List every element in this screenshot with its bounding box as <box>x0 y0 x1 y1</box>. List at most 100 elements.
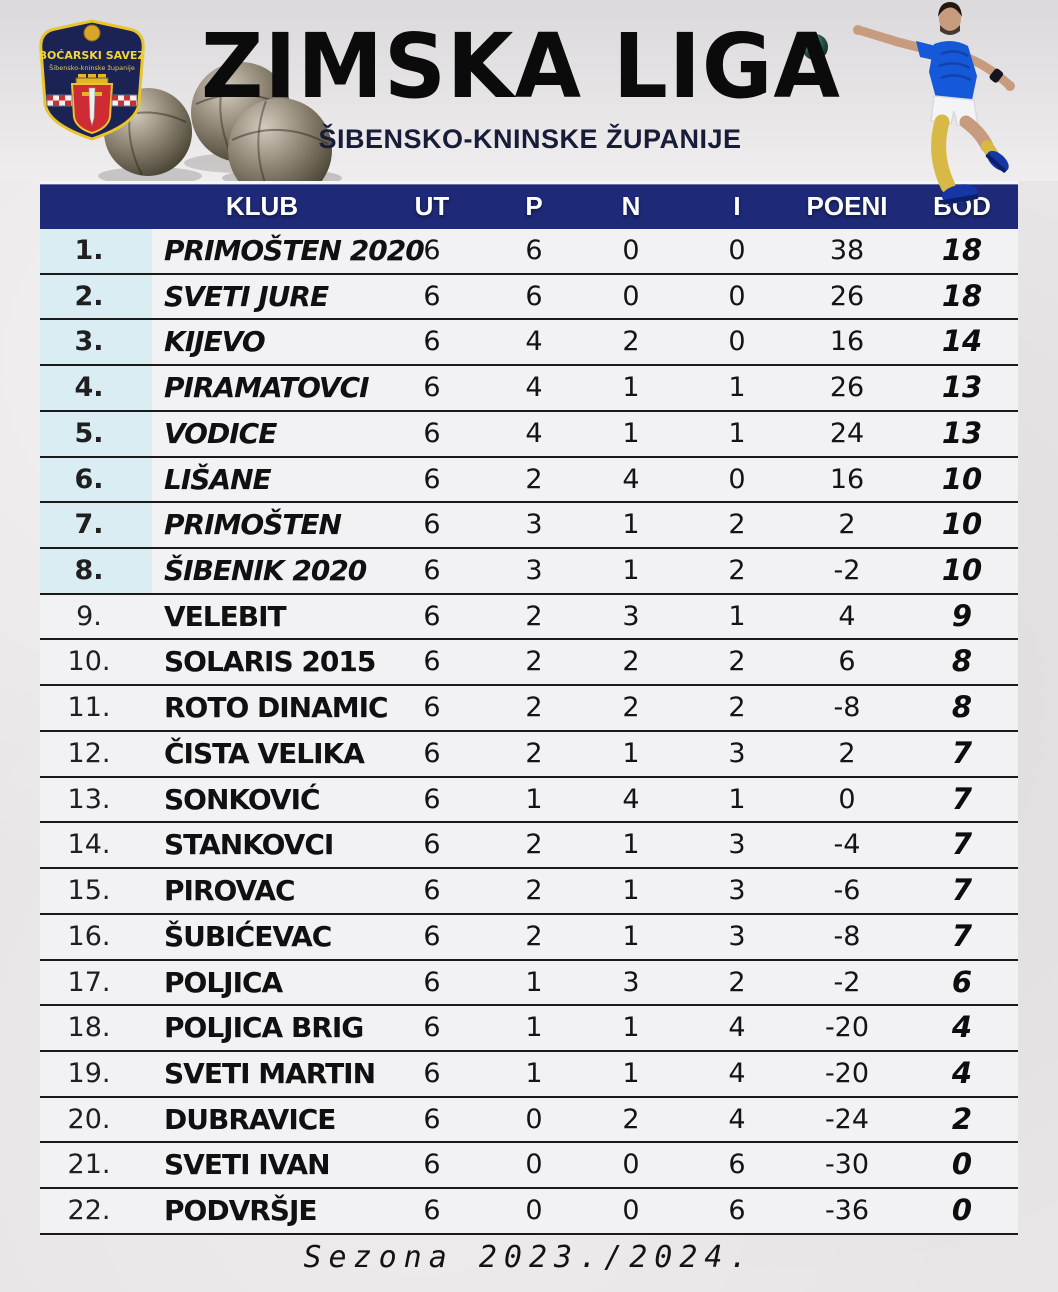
club-name: SOLARIS 2015 <box>164 645 376 679</box>
losses: 0 <box>728 235 746 266</box>
club-name: ROTO DINAMIC <box>164 691 389 725</box>
table-row: 6. LIŠANE 6 2 4 0 16 10 <box>40 457 1018 504</box>
wins: 4 <box>525 417 543 449</box>
losses: 6 <box>728 1195 746 1227</box>
wins: 1 <box>525 966 543 998</box>
wins: 2 <box>525 692 543 724</box>
club-name: PIROVAC <box>164 874 296 908</box>
club-name: SONKOVIĆ <box>164 782 321 816</box>
table-row: 15. PIROVAC 6 2 1 3 -6 7 <box>40 869 1018 915</box>
draws: 0 <box>622 1195 640 1227</box>
league-points: 10 <box>941 553 983 588</box>
points-diff: 26 <box>829 280 865 312</box>
league-points: 2 <box>951 1101 973 1136</box>
club-name: ČISTA VELIKA <box>164 736 365 770</box>
league-points: 7 <box>951 918 973 953</box>
draws: 2 <box>622 1103 640 1135</box>
points-diff: -30 <box>824 1149 870 1181</box>
points-diff: 0 <box>838 783 856 815</box>
rank-cell: 14. <box>67 829 111 861</box>
rank-cell: 1. <box>40 229 152 273</box>
table-row: 14. STANKOVCI 6 2 1 3 -4 7 <box>40 823 1018 870</box>
league-points: 0 <box>951 1147 973 1182</box>
wins: 0 <box>525 1103 543 1135</box>
matches-played: 6 <box>423 417 441 449</box>
matches-played: 6 <box>423 875 441 907</box>
draws: 0 <box>622 1149 640 1181</box>
banner: BOĆARSKI SAVEZ Šibensko-kninske županije… <box>0 0 1058 181</box>
rank-cell: 21. <box>67 1149 111 1181</box>
column-header-poeni: POENI <box>806 191 888 221</box>
draws: 1 <box>622 555 640 587</box>
league-points: 18 <box>941 278 983 313</box>
wins: 2 <box>525 875 543 907</box>
table-row: 19. SVETI MARTIN 6 1 1 4 -20 4 <box>40 1051 1018 1098</box>
matches-played: 6 <box>423 829 441 861</box>
table-row: 5. VODICE 6 4 1 1 24 13 <box>40 411 1018 458</box>
table-row: 20. DUBRAVICE 6 0 2 4 -24 2 <box>40 1097 1018 1144</box>
losses: 6 <box>728 1149 746 1181</box>
club-name: POLJICA <box>164 965 283 999</box>
points-diff: -8 <box>833 692 861 724</box>
draws: 0 <box>622 280 640 312</box>
points-diff: -2 <box>833 966 861 998</box>
losses: 2 <box>728 966 746 998</box>
matches-played: 6 <box>423 555 441 587</box>
matches-played: 6 <box>423 692 441 724</box>
matches-played: 6 <box>423 1057 441 1089</box>
matches-played: 6 <box>423 646 441 678</box>
club-name: POLJICA BRIG <box>164 1011 364 1045</box>
table-row: 2. SVETI JURE 6 6 0 0 26 18 <box>40 274 1018 321</box>
losses: 2 <box>728 555 746 587</box>
wins: 3 <box>525 509 543 541</box>
losses: 0 <box>728 463 746 495</box>
wins: 1 <box>525 1012 543 1044</box>
matches-played: 6 <box>423 326 441 358</box>
league-points: 13 <box>941 370 983 405</box>
points-diff: -24 <box>824 1103 870 1135</box>
points-diff: 16 <box>829 463 865 495</box>
draws: 1 <box>622 509 640 541</box>
rank-cell: 11. <box>67 692 111 724</box>
federation-logo: BOĆARSKI SAVEZ Šibensko-kninske županije <box>39 19 145 141</box>
table-row: 3. KIJEVO 6 4 2 0 16 14 <box>40 320 1018 367</box>
matches-played: 6 <box>423 783 441 815</box>
league-points: 18 <box>941 233 983 267</box>
losses: 3 <box>728 829 746 861</box>
table-row: 12. ČISTA VELIKA 6 2 1 3 2 7 <box>40 731 1018 778</box>
table-header-row: KLUB UT P N I POENI BOD <box>40 181 1018 229</box>
losses: 0 <box>728 326 746 358</box>
league-points: 7 <box>951 873 973 908</box>
wins: 6 <box>525 235 543 266</box>
matches-played: 6 <box>423 463 441 495</box>
rank-cell: 4. <box>40 366 152 410</box>
rank-cell: 13. <box>67 783 111 815</box>
column-header-rank <box>40 184 152 229</box>
points-diff: -20 <box>824 1012 870 1044</box>
draws: 3 <box>622 966 640 998</box>
points-diff: -4 <box>833 829 861 861</box>
league-points: 10 <box>941 507 983 542</box>
losses: 1 <box>728 783 746 815</box>
club-name: SVETI JURE <box>164 279 329 313</box>
league-points: 0 <box>951 1193 973 1228</box>
rank-cell: 10. <box>67 646 111 678</box>
losses: 2 <box>728 646 746 678</box>
wins: 2 <box>525 600 543 632</box>
losses: 4 <box>728 1057 746 1089</box>
column-header-bod: BOD <box>933 191 991 221</box>
column-header-n: N <box>621 191 641 221</box>
points-diff: 24 <box>829 417 865 449</box>
wins: 0 <box>525 1149 543 1181</box>
points-diff: 26 <box>829 372 865 404</box>
league-points: 4 <box>951 1010 973 1045</box>
page-subtitle: ŠIBENSKO-KNINSKE ŽUPANIJE <box>318 124 742 154</box>
draws: 2 <box>622 646 640 678</box>
draws: 2 <box>622 692 640 724</box>
matches-played: 6 <box>423 737 441 769</box>
draws: 4 <box>622 463 640 495</box>
rank-cell: 8. <box>40 549 152 593</box>
league-points: 7 <box>951 781 973 816</box>
wins: 4 <box>525 372 543 404</box>
club-name: PRIMOŠTEN 2020 <box>164 234 425 267</box>
